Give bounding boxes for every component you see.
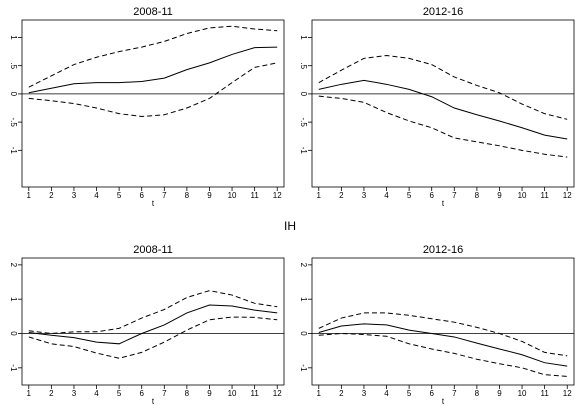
x-tick-label: 3 [362,191,367,200]
x-tick-label: 1 [27,389,32,398]
x-axis-label: t [152,397,155,405]
x-tick-label: 7 [162,191,167,200]
x-tick-label: 6 [139,389,144,398]
y-tick-label: -1 [299,364,308,372]
x-tick-label: 7 [162,389,167,398]
x-tick-label: 1 [317,389,322,398]
panel-title: 2008-11 [133,6,173,18]
y-tick-label: 0 [9,92,18,97]
line-series [28,62,278,117]
x-tick-label: 3 [362,389,367,398]
x-tick-label: 8 [475,389,480,398]
x-tick-label: 10 [518,191,527,200]
y-tick-label: -1 [9,364,18,372]
y-tick-label: 0 [299,92,308,97]
x-tick-label: 5 [407,191,412,200]
x-tick-label: 5 [117,191,122,200]
plot-frame [21,19,285,188]
y-tick-label: 0 [9,331,18,336]
x-tick-label: 1 [27,191,32,200]
panel-title: 2008-11 [133,244,173,256]
line-series [28,316,278,359]
line-series [28,46,278,94]
x-tick-label: 2 [49,191,54,200]
y-tick-label: 2 [299,263,308,268]
x-tick-label: 6 [139,191,144,200]
line-series [28,304,278,345]
x-tick-label: 9 [207,389,212,398]
x-tick-label: 12 [563,389,572,398]
y-tick-label: 2 [9,263,18,268]
plot-frame [311,19,575,188]
y-tick-label: 1 [299,297,308,302]
x-axis-label: t [442,199,445,208]
plot-frame [21,257,285,386]
y-tick-label: -.5 [299,117,308,127]
x-tick-label: 2 [49,389,54,398]
panel-title: 2012-16 [423,244,463,256]
x-tick-label: 12 [273,389,282,398]
line-series [318,55,568,120]
y-tick-label: -.5 [9,117,18,127]
x-tick-label: 1 [317,191,322,200]
x-tick-label: 7 [452,389,457,398]
line-series [318,333,568,377]
x-tick-label: 4 [94,389,99,398]
panel-title: 2012-16 [423,6,463,18]
x-tick-label: 11 [250,191,259,200]
y-tick-label: .5 [9,62,18,69]
y-tick-label: .5 [299,62,308,69]
x-tick-label: 8 [185,191,190,200]
line-series [28,25,278,88]
x-tick-label: 4 [94,191,99,200]
y-tick-label: 1 [9,297,18,302]
x-axis-label: t [442,397,445,405]
x-tick-label: 10 [518,389,527,398]
line-series [28,290,278,335]
x-tick-label: 11 [540,191,549,200]
y-tick-label: -1 [9,147,18,155]
x-tick-label: 4 [384,389,389,398]
x-tick-label: 7 [452,191,457,200]
panel: 2012-16-1-.50.511 2 3 4 5 6 7 8 9 10 11 12t [299,6,575,208]
x-tick-label: 5 [117,389,122,398]
x-tick-label: 9 [497,389,502,398]
panel: 2008-11-1-.50.511 2 3 4 5 6 7 8 9 10 11 12t [9,6,285,208]
x-tick-label: 3 [72,191,77,200]
x-tick-label: 6 [429,389,434,398]
x-tick-label: 12 [563,191,572,200]
x-tick-label: 11 [250,389,259,398]
line-series [318,79,568,140]
x-tick-label: 6 [429,191,434,200]
plot-frame [311,257,575,386]
x-tick-label: 9 [497,191,502,200]
y-tick-label: 1 [299,35,308,40]
y-tick-label: 1 [9,35,18,40]
x-tick-label: 11 [540,389,549,398]
x-tick-label: 3 [72,389,77,398]
x-tick-label: 10 [228,389,237,398]
x-tick-label: 8 [475,191,480,200]
line-series [318,95,568,158]
line-series [318,312,568,357]
x-tick-label: 2 [339,191,344,200]
x-tick-label: 12 [273,191,282,200]
x-tick-label: 9 [207,191,212,200]
x-axis-label: t [152,199,155,208]
x-tick-label: 2 [339,389,344,398]
x-tick-label: 4 [384,191,389,200]
x-tick-label: 5 [407,389,412,398]
section-title: IH [284,219,296,233]
y-tick-label: -1 [299,147,308,155]
x-tick-label: 10 [228,191,237,200]
x-tick-label: 8 [185,389,190,398]
y-tick-label: 0 [299,331,308,336]
line-series [318,323,568,367]
